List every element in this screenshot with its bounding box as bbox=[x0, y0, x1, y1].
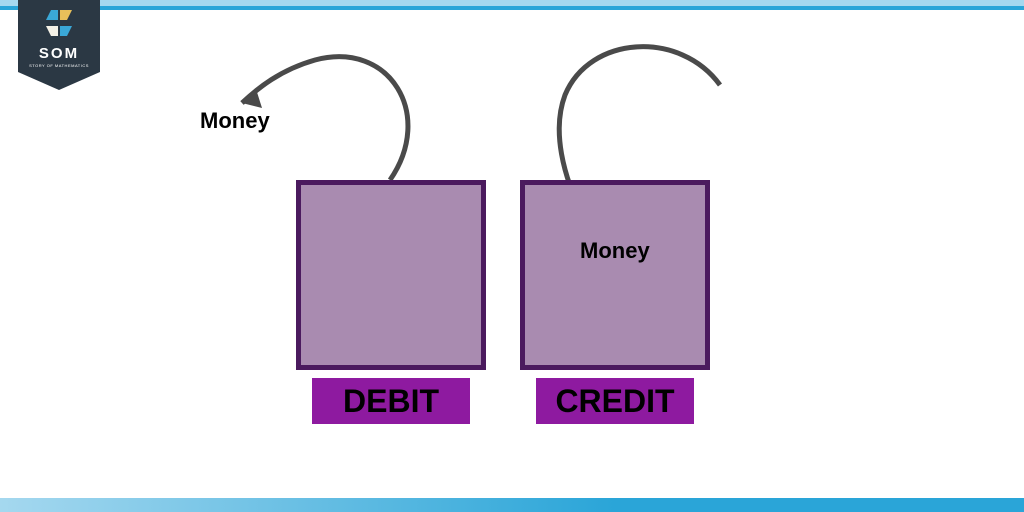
debit-label: DEBIT bbox=[312, 378, 470, 424]
debit-box bbox=[296, 180, 486, 370]
money-out-label: Money bbox=[200, 108, 270, 134]
credit-label: CREDIT bbox=[536, 378, 694, 424]
money-in-label: Money bbox=[580, 238, 650, 264]
credit-box bbox=[520, 180, 710, 370]
debit-credit-diagram: DEBIT CREDIT Money Money bbox=[0, 0, 1024, 512]
debit-arrowhead-icon bbox=[242, 89, 262, 108]
arrows-layer bbox=[0, 0, 1024, 512]
